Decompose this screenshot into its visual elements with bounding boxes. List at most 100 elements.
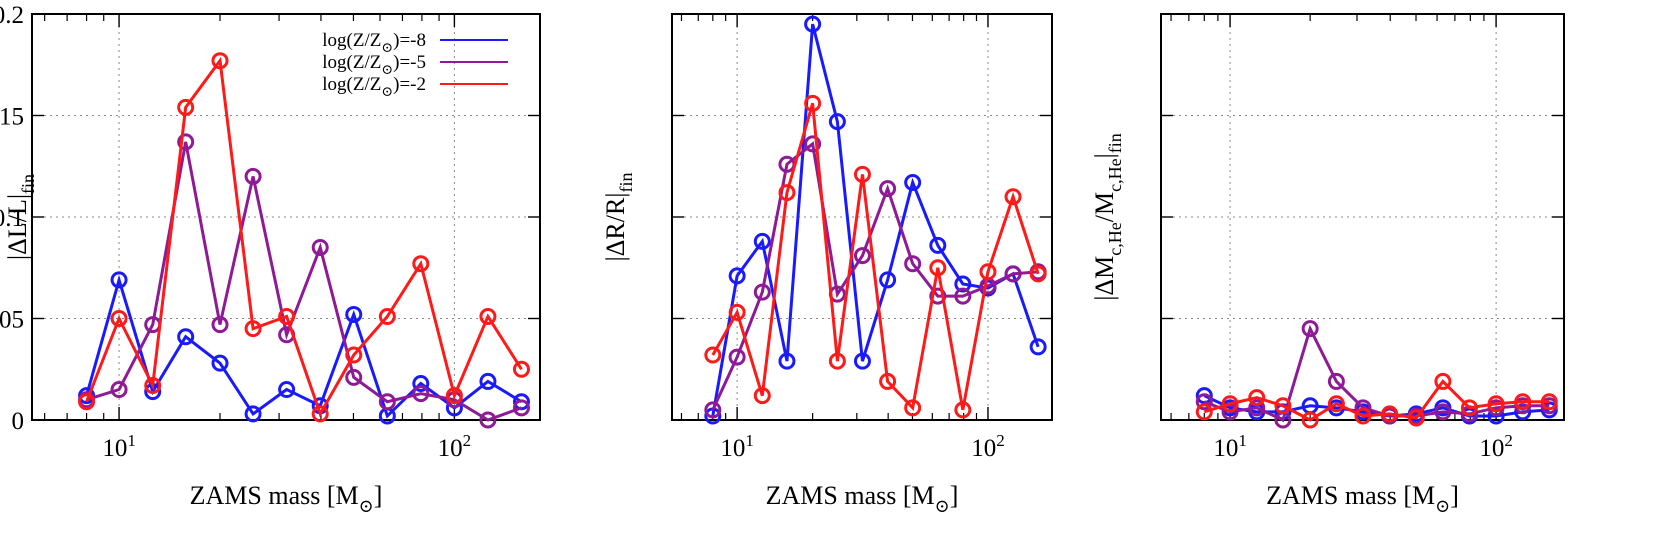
x-axis-label: ZAMS mass [M⊙] [190,481,383,516]
data-point [110,310,128,327]
data-point [1434,372,1452,390]
data-point [904,255,922,273]
legend-label: log(Z/Z⊙)=-5 [322,52,426,78]
data-point [1434,403,1452,421]
data-point [311,405,329,423]
data-point [110,271,128,289]
y-axis-label: |ΔR/R|fin [601,172,636,261]
y-axis-label: |ΔMc,He/Mc,He|fin [1090,133,1125,301]
data-point [728,267,746,285]
data-point [78,393,96,411]
y-tick-label: 0.2 [0,2,24,29]
data-point [929,236,947,254]
legend-label: log(Z/Z⊙)=-2 [322,74,426,100]
data-point [177,98,195,116]
data-point [1195,403,1213,421]
data-point [378,393,396,411]
data-point [412,255,430,273]
data-point [1301,320,1319,338]
data-point [244,320,262,338]
plot-frame [671,13,1053,421]
y-tick-label: 0 [12,408,25,435]
data-point [211,354,229,372]
data-point [929,287,947,305]
data-point [211,52,229,70]
data-point [728,303,746,321]
x-tick-label: 101 [1213,431,1247,462]
x-tick-label: 101 [102,431,136,462]
x-tick-label: 102 [1479,431,1513,462]
data-point [244,167,262,185]
data-point [1327,395,1345,413]
data-point [479,307,497,325]
data-point [1029,265,1047,283]
data-point [1460,399,1478,417]
data-point [704,346,722,364]
data-point [512,399,530,417]
data-point [177,133,195,151]
data-point [828,113,846,131]
x-tick-label: 101 [720,431,754,462]
series-line [1203,379,1550,422]
data-point [244,405,262,423]
data-point [853,165,871,183]
data-point [110,381,128,399]
data-point [853,352,871,370]
data-point [879,372,897,390]
data-point [1004,265,1022,283]
data-point [879,271,897,289]
data-point [753,387,771,405]
x-tick-label: 102 [438,431,472,462]
data-point [1301,411,1319,429]
series-2 [1195,320,1558,429]
data-point [479,372,497,390]
data-point [412,374,430,392]
data-point [1029,338,1047,356]
data-point [1407,409,1425,427]
x-axis-label: ZAMS mass [M⊙] [766,481,959,516]
data-point [954,401,972,419]
data-point [828,352,846,370]
data-point [1540,393,1558,411]
data-point [1195,393,1213,411]
x-axis-label: ZAMS mass [M⊙] [1266,481,1459,516]
data-point [804,15,822,33]
chart-panel-1: 101 102 0 0.05 0.1 0.15 0.2 ZAMS mass [M⊙] |ΔL/L… [0,2,541,516]
data-point [753,283,771,301]
y-tick-label: 0.15 [0,104,24,131]
data-point [979,263,997,281]
data-point [929,259,947,277]
data-point [1381,405,1399,423]
data-point [378,307,396,325]
data-point [1327,372,1345,390]
data-point [345,368,363,386]
data-point [1248,389,1266,407]
plot-frame [31,13,541,421]
data-point [144,376,162,394]
data-point [278,307,296,325]
data-point [1274,397,1292,415]
data-point [728,348,746,366]
series-3 [704,94,1047,419]
data-point [778,352,796,370]
data-point [704,401,722,419]
y-tick-label: 0.05 [0,307,24,334]
series-line [85,274,523,419]
data-point [804,135,822,153]
series-line [85,56,523,418]
data-point [954,275,972,293]
data-point [311,238,329,256]
data-point [1004,188,1022,206]
y-axis-label: |ΔL/L|fin [3,174,38,260]
data-point [278,381,296,399]
data-point [177,328,195,346]
data-point [345,346,363,364]
data-point [345,305,363,323]
chart-panel-3: 101 102 ZAMS mass [M⊙] |ΔMc,He/Mc,He|fin [1090,13,1565,516]
data-point [853,247,871,265]
data-point [479,411,497,429]
data-point [445,387,463,405]
data-point [412,385,430,403]
